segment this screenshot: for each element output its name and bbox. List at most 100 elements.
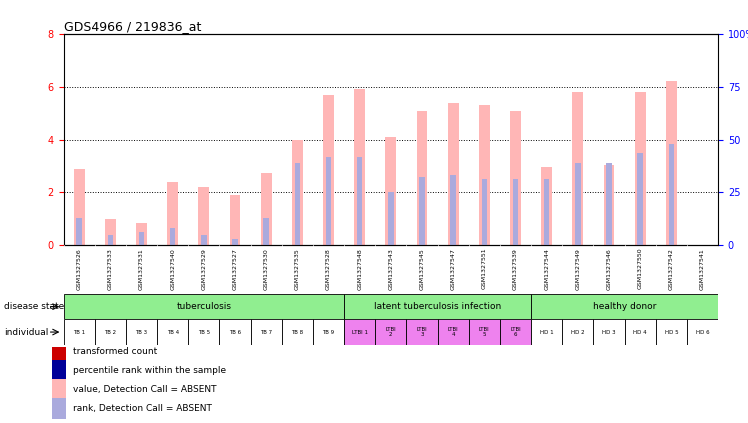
Text: GSM1327548: GSM1327548 [357,248,362,289]
Bar [419,177,425,245]
Bar [666,82,677,245]
Bar [375,319,406,345]
Bar [52,398,66,419]
Bar [637,153,643,245]
Bar [593,319,625,345]
Text: GSM1327545: GSM1327545 [420,248,425,289]
Bar [105,219,116,245]
Text: percentile rank within the sample: percentile rank within the sample [73,366,227,375]
Bar [74,169,85,245]
Bar [251,319,282,345]
Text: GSM1327547: GSM1327547 [450,248,456,290]
Bar [572,92,583,245]
Text: healthy donor: healthy donor [593,302,656,311]
Text: GSM1327544: GSM1327544 [544,248,549,290]
Text: TB 5: TB 5 [197,330,210,335]
Text: HD 3: HD 3 [602,330,616,335]
Text: LTBI
5: LTBI 5 [479,327,490,337]
Text: rank, Detection Call = ABSENT: rank, Detection Call = ABSENT [73,404,212,413]
Text: GSM1327550: GSM1327550 [637,248,643,289]
Bar [625,319,656,345]
Text: TB 9: TB 9 [322,330,334,335]
Text: GSM1327540: GSM1327540 [170,248,175,289]
Text: LTBI
2: LTBI 2 [385,327,396,337]
Bar [230,195,240,245]
Bar [261,173,272,245]
Text: GSM1327531: GSM1327531 [139,248,144,289]
Bar [656,319,687,345]
Bar [450,175,456,245]
Bar [64,294,344,319]
Bar [325,157,331,245]
Text: GSM1327543: GSM1327543 [388,248,393,290]
Text: GSM1327526: GSM1327526 [76,248,82,289]
Bar [219,319,251,345]
Bar [232,239,238,245]
Text: GDS4966 / 219836_at: GDS4966 / 219836_at [64,20,201,33]
Text: GSM1327542: GSM1327542 [669,248,674,290]
Text: HD 4: HD 4 [634,330,647,335]
Text: value, Detection Call = ABSENT: value, Detection Call = ABSENT [73,385,217,394]
Text: GSM1327530: GSM1327530 [263,248,269,289]
Bar [687,319,718,345]
Bar [531,294,718,319]
Bar [482,179,487,245]
Bar [313,319,344,345]
Bar [52,360,66,381]
Bar [52,379,66,400]
Bar [282,319,313,345]
Text: HD 5: HD 5 [664,330,678,335]
Bar [606,163,612,245]
Bar [562,319,593,345]
Text: GSM1327546: GSM1327546 [607,248,612,289]
Bar [385,137,396,245]
Bar [138,232,144,245]
Bar [510,110,521,245]
Text: transformed count: transformed count [73,347,158,356]
Text: HD 2: HD 2 [571,330,585,335]
Bar [136,223,147,245]
Bar [188,319,219,345]
Bar [344,319,375,345]
Bar [323,95,334,245]
Bar [168,182,178,245]
Bar [108,235,113,245]
Bar [479,105,490,245]
Bar [357,157,363,245]
Text: LTBI
3: LTBI 3 [417,327,427,337]
Text: TB 2: TB 2 [104,330,117,335]
Text: HD 1: HD 1 [540,330,554,335]
Bar [52,341,66,362]
Bar [669,143,674,245]
Text: TB 8: TB 8 [291,330,304,335]
Bar [512,179,518,245]
Text: GSM1327551: GSM1327551 [482,248,487,289]
Bar [635,92,646,245]
Bar [355,89,365,245]
Text: LTBI
6: LTBI 6 [510,327,521,337]
Text: GSM1327528: GSM1327528 [326,248,331,289]
Bar [170,228,176,245]
Text: TB 6: TB 6 [229,330,241,335]
Bar [417,110,427,245]
Text: TB 1: TB 1 [73,330,85,335]
Text: GSM1327535: GSM1327535 [295,248,300,289]
Bar [292,140,303,245]
Bar [344,294,531,319]
Bar [438,319,469,345]
Text: TB 3: TB 3 [135,330,147,335]
Text: latent tuberculosis infection: latent tuberculosis infection [374,302,501,311]
Bar [448,103,459,245]
Bar [388,192,393,245]
Text: HD 6: HD 6 [696,330,709,335]
Bar [544,179,550,245]
Text: LTBI
4: LTBI 4 [448,327,459,337]
Text: disease state: disease state [4,302,64,311]
Bar [76,217,82,245]
Text: GSM1327533: GSM1327533 [108,248,113,290]
Bar [575,163,580,245]
Text: TB 4: TB 4 [167,330,179,335]
Text: GSM1327539: GSM1327539 [513,248,518,290]
Text: GSM1327529: GSM1327529 [201,248,206,290]
Bar [604,165,614,245]
